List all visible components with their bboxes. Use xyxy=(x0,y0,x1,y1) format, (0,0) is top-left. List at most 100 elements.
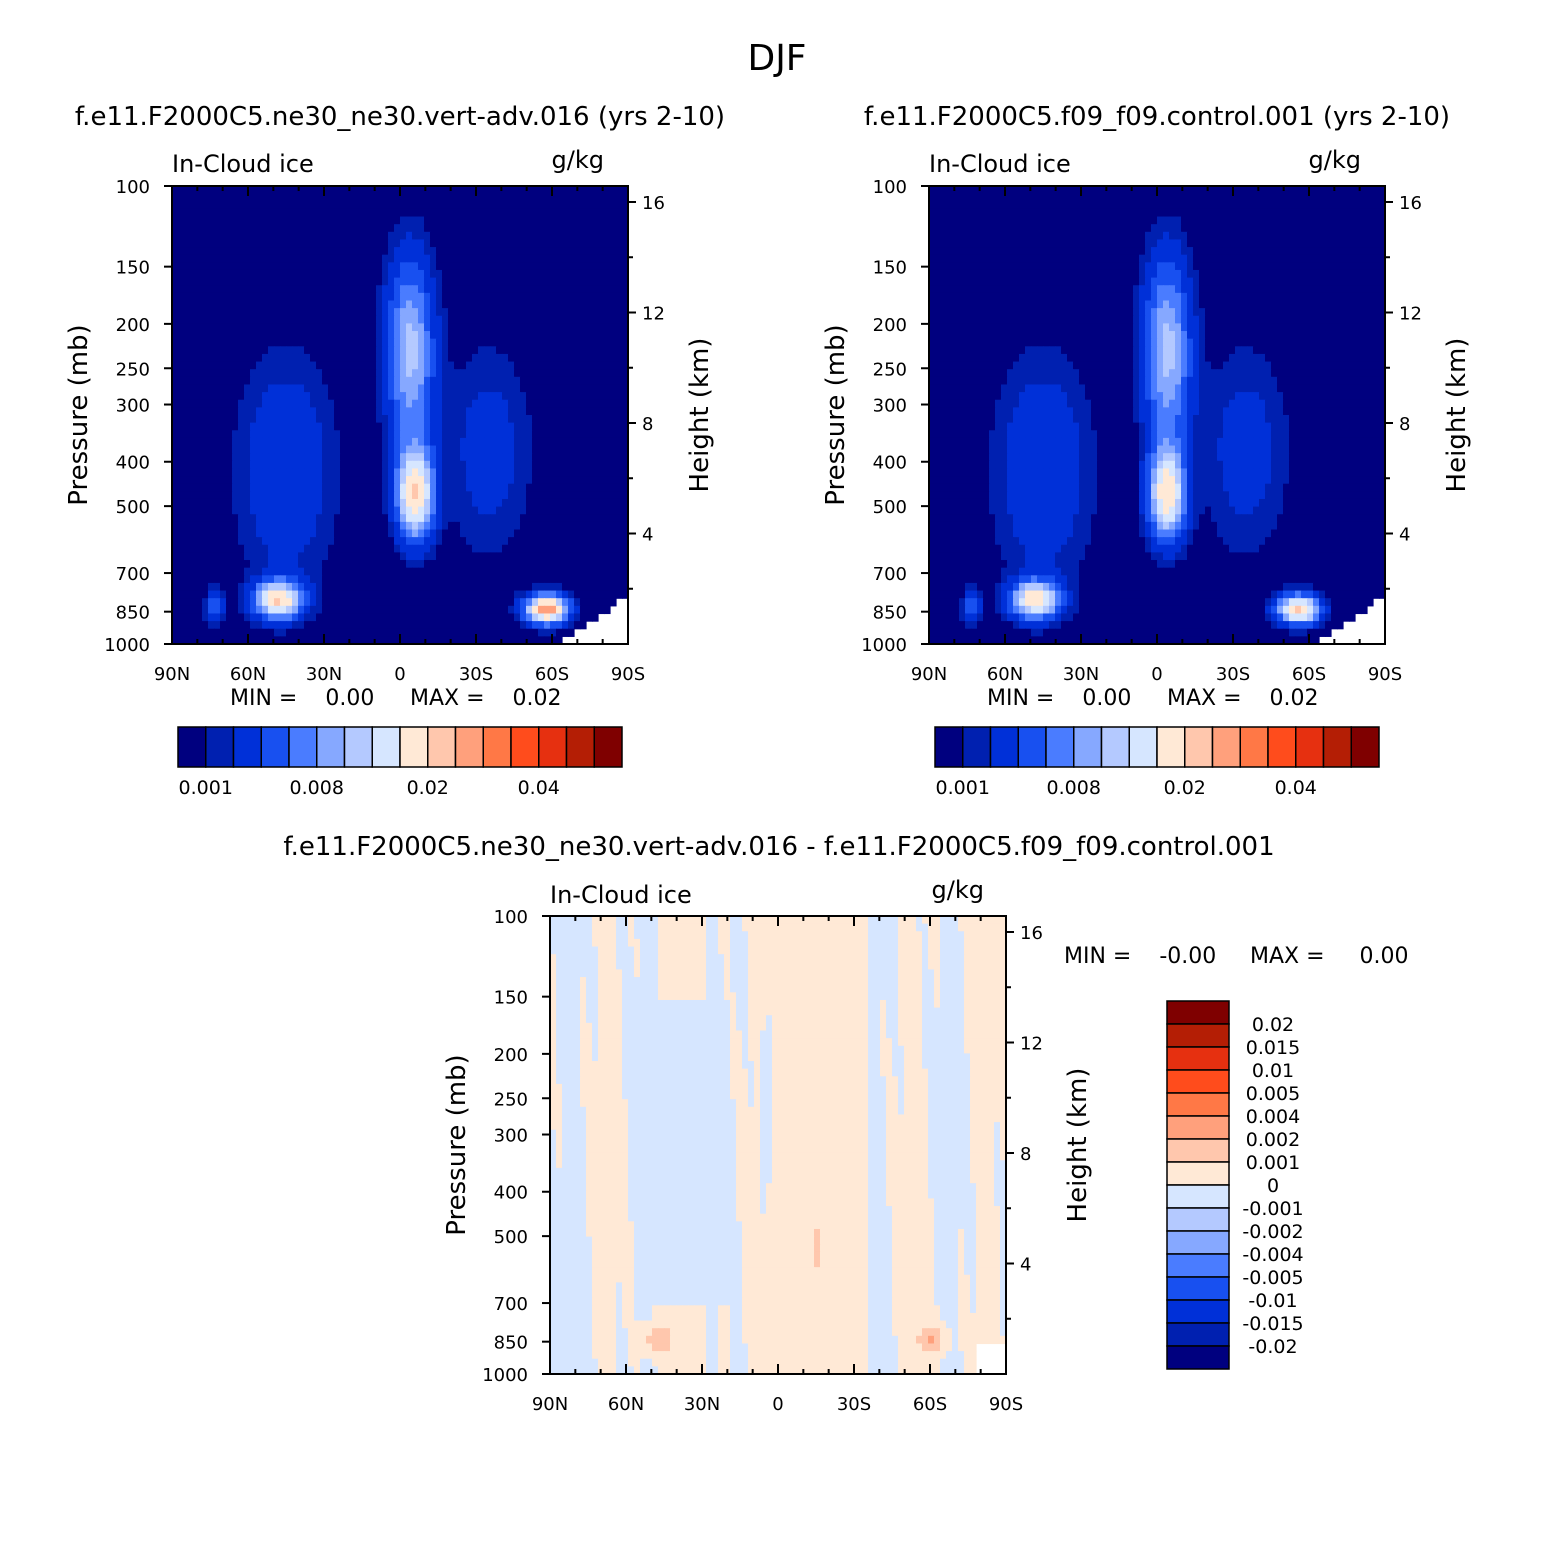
panel-a-cell xyxy=(280,331,287,340)
panel-b-cell xyxy=(1319,208,1326,218)
panel-a-cell xyxy=(520,575,527,584)
panel-a-cell xyxy=(328,300,335,309)
panel-a-cell xyxy=(604,529,611,538)
panel-a-cell xyxy=(280,285,287,294)
panel-a-cell xyxy=(298,338,305,347)
panel-a-cell xyxy=(514,476,521,485)
panel-a-cell xyxy=(328,369,335,378)
panel-a-cell xyxy=(376,605,383,615)
panel-a-cell xyxy=(538,323,545,332)
panel-a-cell xyxy=(586,514,593,523)
panel-a-cell xyxy=(268,460,275,470)
panel-a-cell xyxy=(382,201,389,210)
panel-a-cell xyxy=(586,331,593,340)
panel-a-cell xyxy=(316,231,323,241)
panel-a-cell xyxy=(598,582,605,592)
panel-a-cell xyxy=(328,224,335,233)
panel-a-cell xyxy=(514,384,521,393)
panel-a-cell xyxy=(328,430,335,439)
panel-a-cell xyxy=(568,628,575,637)
panel-a-cell xyxy=(316,239,323,248)
panel-a-cell xyxy=(406,430,413,439)
panel-a-cell xyxy=(304,476,311,485)
panel-a-cell xyxy=(358,430,365,439)
panel-a-cell xyxy=(568,292,575,302)
panel-a-cell xyxy=(496,514,503,523)
panel-a-cell xyxy=(334,323,341,332)
panel-a-cell xyxy=(340,216,347,225)
panel-a-cell xyxy=(556,361,563,370)
panel-b-cell xyxy=(1361,186,1368,195)
panel-a-cell xyxy=(292,567,299,576)
panel-a-cell xyxy=(208,239,215,248)
panel-a-cell xyxy=(514,407,521,416)
panel-a-cell xyxy=(478,376,485,386)
panel-a-cell xyxy=(436,308,443,317)
panel-a-cell xyxy=(508,453,515,462)
panel-a-cell xyxy=(298,193,305,202)
panel-a-cell xyxy=(388,560,395,569)
panel-a-cell xyxy=(232,544,239,553)
panel-a-cell xyxy=(208,498,215,508)
panel-a-cell xyxy=(358,476,365,485)
panel-a-cell xyxy=(280,476,287,485)
panel-a-cell xyxy=(172,521,179,531)
panel-b-cell xyxy=(1163,193,1170,202)
panel-a-cell xyxy=(238,636,245,645)
panel-a-cell xyxy=(460,277,467,286)
panel-a-cell xyxy=(448,529,455,538)
panel-a-cell xyxy=(586,407,593,416)
panel-a-cell xyxy=(322,186,329,195)
panel-a-cell xyxy=(196,392,203,401)
panel-a-colorbar-label: 0.04 xyxy=(518,777,560,799)
panel-a-cell xyxy=(376,262,383,271)
panel-a-cell xyxy=(478,560,485,569)
panel-a-cell xyxy=(430,468,437,477)
panel-a-cell xyxy=(430,430,437,439)
panel-a-cell xyxy=(316,552,323,561)
panel-a-cell xyxy=(298,437,305,447)
panel-a-cell xyxy=(484,476,491,485)
panel-a-cell xyxy=(616,369,623,378)
panel-a-cell xyxy=(250,208,257,218)
panel-a-cell xyxy=(298,361,305,370)
panel-a-cell xyxy=(184,331,191,340)
panel-a-cell xyxy=(556,353,563,363)
panel-a-cell xyxy=(214,369,221,378)
panel-a-cell xyxy=(208,392,215,401)
panel-a-cell xyxy=(256,613,263,622)
panel-a-cell xyxy=(394,575,401,584)
panel-a-cell xyxy=(220,338,227,347)
panel-a-cell xyxy=(472,224,479,233)
panel-a-cell xyxy=(370,308,377,317)
panel-b-cell xyxy=(1199,201,1206,210)
panel-a-cell xyxy=(316,628,323,637)
panel-a-cell xyxy=(484,361,491,370)
panel-a-cell xyxy=(622,399,629,408)
panel-a-cell xyxy=(220,239,227,248)
panel-a-cell xyxy=(412,384,419,393)
panel-a-cell xyxy=(430,636,437,645)
panel-a-cell xyxy=(460,415,467,424)
panel-a-cell xyxy=(214,392,221,401)
panel-a-cell xyxy=(196,361,203,370)
panel-a-cell xyxy=(508,445,515,454)
panel-a-cell xyxy=(250,445,257,454)
panel-b-cell xyxy=(1079,201,1086,210)
panel-a-cell xyxy=(430,415,437,424)
panel-a-cell xyxy=(376,460,383,470)
panel-a-cell xyxy=(436,415,443,424)
panel-b-cell xyxy=(1367,193,1374,202)
panel-a-cell xyxy=(616,437,623,447)
panel-a-cell xyxy=(484,529,491,538)
panel-a-cell xyxy=(262,453,269,462)
panel-a-cell xyxy=(244,392,251,401)
panel-a-cell xyxy=(454,292,461,302)
panel-a-cell xyxy=(310,407,317,416)
panel-a-cell xyxy=(514,300,521,309)
panel-a-cell xyxy=(352,346,359,355)
panel-a-cell xyxy=(502,369,509,378)
panel-a-cell xyxy=(454,331,461,340)
panel-a-cell xyxy=(394,300,401,309)
panel-a-cell xyxy=(214,621,221,630)
